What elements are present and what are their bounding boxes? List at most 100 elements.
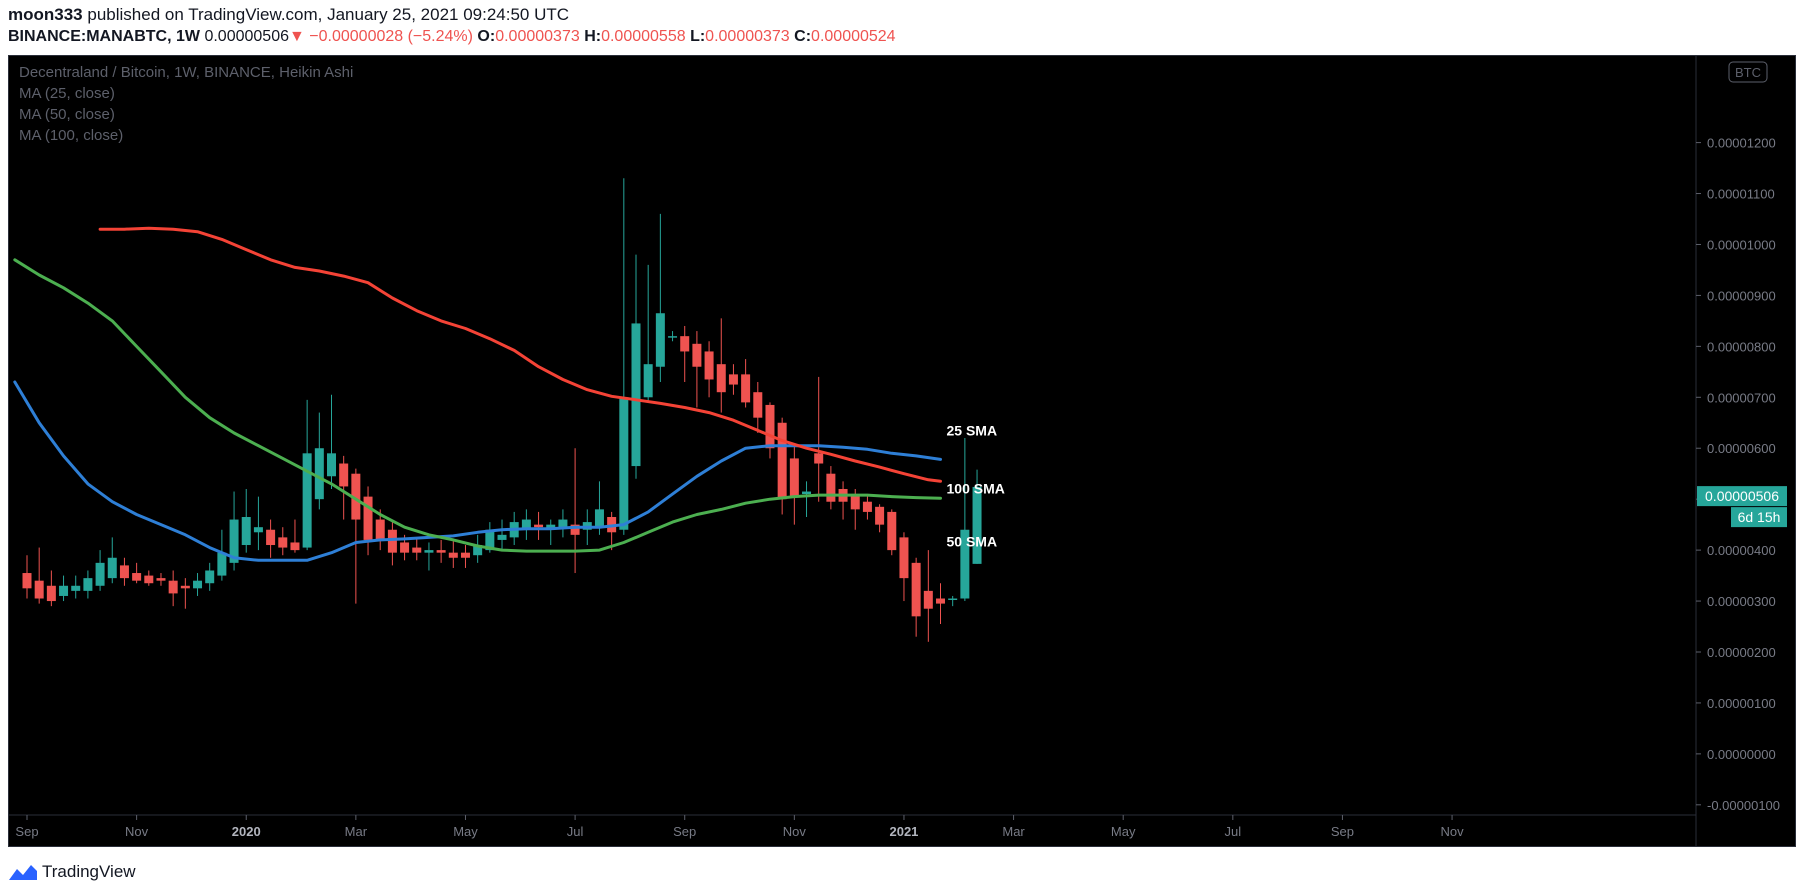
candles-layer xyxy=(22,178,982,642)
price-chart[interactable]: 25 SMA 100 SMA 50 SMA 0.00001200 0.00001100… xyxy=(9,56,1795,846)
price-tick-label: 0.00000800 xyxy=(1707,339,1776,354)
chart-container[interactable]: 25 SMA 100 SMA 50 SMA 0.00001200 0.00001100… xyxy=(8,55,1796,847)
author-name[interactable]: moon333 xyxy=(8,5,83,24)
time-axis[interactable]: Sep Nov 2020 Mar May Jul Sep Nov 2021 Mar May Jul Se… xyxy=(15,815,1464,839)
open-value: 0.00000373 xyxy=(495,28,580,45)
candle-down xyxy=(789,458,799,497)
candle-down xyxy=(46,585,56,602)
legend-ma100[interactable]: MA (100, close) xyxy=(19,127,123,144)
price-tick-label: 0.00000600 xyxy=(1707,441,1776,456)
close-value: 0.00000524 xyxy=(811,28,896,45)
time-tick-label: Jul xyxy=(1225,824,1242,839)
price-tick-label: 0.00000300 xyxy=(1707,594,1776,609)
time-tick-label: Jul xyxy=(567,824,584,839)
price-tick-label: 0.00000000 xyxy=(1707,747,1776,762)
candle-down xyxy=(156,578,166,581)
candle-up xyxy=(497,534,507,540)
candle-down xyxy=(923,590,933,609)
price-change: −0.00000028 (−5.24%) xyxy=(309,28,473,45)
candle-up xyxy=(302,453,312,548)
candle-down xyxy=(777,422,787,500)
candle-down xyxy=(814,453,824,464)
price-tick-label: 0.00001200 xyxy=(1707,136,1776,151)
footer-brand[interactable]: TradingView xyxy=(42,862,136,881)
time-tick-label: 2020 xyxy=(232,824,261,839)
candle-down xyxy=(168,580,178,594)
candle-down xyxy=(22,573,32,589)
footer: TradingView xyxy=(8,860,136,884)
candle-up xyxy=(193,580,203,589)
candle-up xyxy=(229,519,239,563)
time-tick-label: Nov xyxy=(1440,824,1464,839)
candle-down xyxy=(850,494,860,510)
legend-ma50[interactable]: MA (50, close) xyxy=(19,106,115,123)
price-axis[interactable]: 0.00001200 0.00001100 0.00001000 0.00000900… xyxy=(1696,136,1780,813)
candle-down xyxy=(765,404,775,449)
published-text: published on TradingView.com, January 25… xyxy=(87,5,570,24)
ma50-line xyxy=(13,258,942,553)
publish-header: moon333 published on TradingView.com, Ja… xyxy=(8,4,1798,48)
legend-title: Decentraland / Bitcoin, 1W, BINANCE, Hei… xyxy=(19,64,353,81)
time-tick-label: Nov xyxy=(783,824,807,839)
candle-down xyxy=(862,501,872,512)
candle-up xyxy=(619,397,629,530)
candle-down xyxy=(570,524,580,535)
candle-up xyxy=(83,578,93,591)
time-tick-label: Mar xyxy=(1002,824,1025,839)
candle-up xyxy=(71,585,81,591)
candle-down xyxy=(899,537,909,579)
last-price: 0.00000506 xyxy=(204,28,289,45)
moving-averages-layer xyxy=(13,226,942,562)
ma-annotation-label: 100 SMA xyxy=(947,481,1005,497)
low-label: L: xyxy=(690,28,706,45)
candle-down xyxy=(119,565,129,579)
candle-up xyxy=(95,562,105,586)
candle-down xyxy=(400,542,410,553)
price-tick-label: -0.00000100 xyxy=(1707,798,1780,813)
candle-down xyxy=(887,511,897,551)
candle-down xyxy=(278,537,288,548)
candle-down xyxy=(144,575,154,584)
candle-down xyxy=(180,585,190,589)
price-tick-label: 0.00001000 xyxy=(1707,237,1776,252)
price-tick-label: 0.00000100 xyxy=(1707,696,1776,711)
tradingview-logo-icon[interactable] xyxy=(8,862,38,882)
last-price-box xyxy=(1697,486,1787,507)
candle-down xyxy=(375,519,385,540)
price-tick-label: 0.00000200 xyxy=(1707,645,1776,660)
candle-up xyxy=(948,598,958,601)
currency-badge-label: BTC xyxy=(1735,65,1761,80)
candle-down xyxy=(741,374,751,403)
currency-badge-box[interactable] xyxy=(1728,61,1768,83)
candle-down xyxy=(704,351,714,380)
last-price-label: 0.00000506 xyxy=(1705,488,1779,504)
candle-up xyxy=(107,557,117,579)
candle-down xyxy=(387,529,397,553)
down-arrow-icon: ▼ xyxy=(288,28,305,45)
candle-down xyxy=(728,374,738,385)
candle-up xyxy=(59,585,69,596)
symbol-line: BINANCE:MANABTC, 1W 0.00000506▼ −0.00000… xyxy=(8,26,1798,48)
candle-up xyxy=(205,570,215,584)
candle-down xyxy=(132,573,142,581)
candle-down xyxy=(339,463,349,487)
ma-annotation-label: 25 SMA xyxy=(947,423,998,439)
high-value: 0.00000558 xyxy=(601,28,686,45)
candle-up xyxy=(668,336,678,338)
interval-label: 1W xyxy=(176,28,200,45)
candle-up xyxy=(594,509,604,528)
candle-up xyxy=(972,486,982,564)
price-tick-label: 0.00000900 xyxy=(1707,288,1776,303)
candle-up xyxy=(217,552,227,576)
candle-up xyxy=(643,364,653,398)
time-tick-label: May xyxy=(453,824,478,839)
candle-up xyxy=(655,313,665,367)
legend-ma25[interactable]: MA (25, close) xyxy=(19,85,115,102)
time-tick-label: May xyxy=(1111,824,1136,839)
candle-down xyxy=(436,550,446,553)
candle-down xyxy=(448,552,458,558)
currency-badge[interactable]: BTC xyxy=(1728,61,1768,83)
ma100-line xyxy=(98,226,942,483)
candle-down xyxy=(911,562,921,617)
candle-down xyxy=(34,580,44,599)
